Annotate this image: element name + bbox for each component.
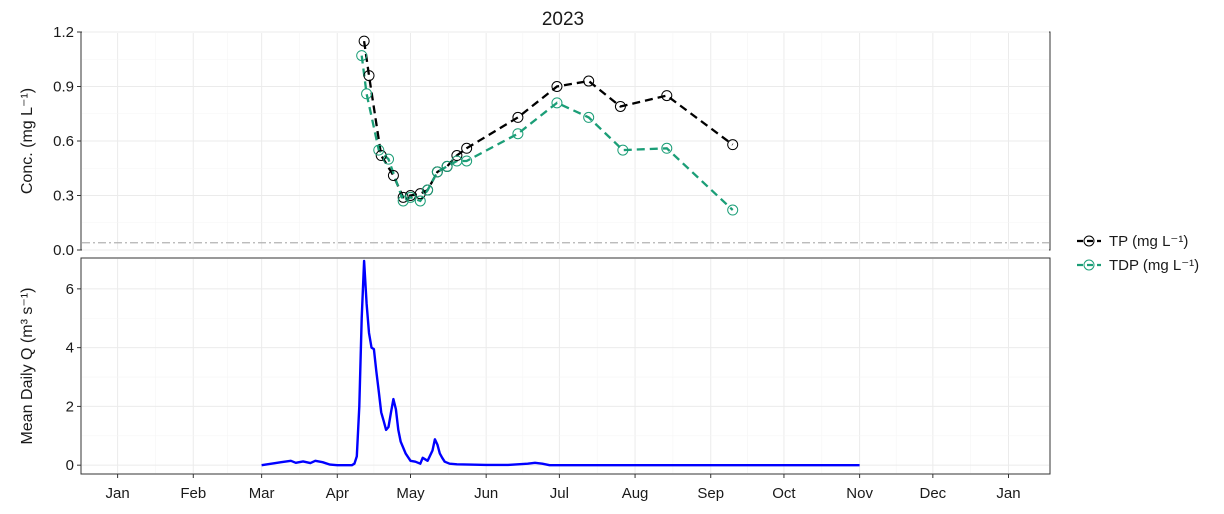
legend-marker-tp: [1083, 235, 1095, 247]
x-tick-label: Aug: [622, 485, 649, 502]
concentration-series: [82, 35, 1049, 244]
x-tick-label: Jun: [474, 485, 498, 502]
tp-point: [614, 100, 626, 112]
concentration-y-axis-title: Conc. (mg L⁻¹): [19, 88, 36, 194]
x-tick-label: Jan: [106, 485, 130, 502]
tp-point: [358, 35, 370, 47]
y-tick-label: 0.6: [53, 133, 74, 150]
legend-label-tp: TP (mg L⁻¹): [1109, 233, 1188, 250]
x-tick-label: Jan: [996, 485, 1020, 502]
concentration-panel: 0.0 0.3 0.6 0.9 1.2: [53, 24, 1051, 259]
y-tick-label: 1.2: [53, 24, 74, 41]
tp-point: [451, 150, 463, 162]
x-tick-label: Apr: [326, 485, 349, 502]
x-tick-label: May: [396, 485, 425, 502]
tp-point: [414, 188, 426, 200]
concentration-y-ticks: 0.0 0.3 0.6 0.9 1.2: [53, 24, 81, 259]
tdp-point: [551, 97, 563, 109]
tdp-point: [617, 144, 629, 156]
legend-label-tdp: TDP (mg L⁻¹): [1109, 257, 1199, 274]
legend-marker-tdp: [1083, 259, 1095, 271]
x-tick-label: Jul: [550, 485, 569, 502]
x-tick-label: Sep: [697, 485, 724, 502]
tp-point: [727, 139, 739, 151]
tdp-point: [373, 144, 385, 156]
tdp-series-line: [360, 55, 734, 211]
tp-point: [397, 191, 409, 203]
discharge-series: [261, 259, 860, 467]
discharge-panel: 0 2 4 6: [66, 257, 1051, 475]
tdp-point: [361, 88, 373, 100]
discharge-series-line: [261, 259, 860, 467]
discharge-y-axis-title: Mean Daily Q (m³ s⁻¹): [19, 288, 36, 445]
discharge-y-ticks: 0 2 4 6: [66, 281, 81, 474]
tdp-point: [356, 50, 368, 62]
tdp-point: [512, 128, 524, 140]
legend-item-tdp: TDP (mg L⁻¹): [1077, 257, 1199, 274]
tp-point: [363, 70, 375, 82]
y-tick-label: 4: [66, 340, 74, 357]
x-tick-label: Mar: [249, 485, 275, 502]
tdp-point: [727, 204, 739, 216]
tdp-point: [441, 160, 453, 172]
tdp-point: [461, 155, 473, 167]
tp-point: [551, 81, 563, 92]
tdp-point: [431, 166, 443, 178]
x-tick-label: Oct: [772, 485, 796, 502]
plot-title: 2023: [542, 9, 584, 30]
tdp-point: [405, 191, 417, 203]
y-tick-label: 2: [66, 398, 74, 415]
x-tick-label: Feb: [180, 485, 206, 502]
y-tick-label: 0: [66, 457, 74, 474]
discharge-panel-border: [80, 257, 1051, 475]
tp-point: [583, 75, 595, 87]
y-tick-label: 0.9: [53, 79, 74, 96]
y-tick-label: 6: [66, 281, 74, 298]
legend: TP (mg L⁻¹) TDP (mg L⁻¹): [1077, 233, 1199, 274]
tdp-point: [397, 195, 409, 207]
y-tick-label: 0.3: [53, 188, 74, 205]
x-axis-ticks: Jan Feb Mar Apr May Jun Jul Aug Sep Oct Nov Dec Jan: [106, 474, 1021, 502]
tdp-point: [583, 111, 595, 123]
x-tick-label: Dec: [919, 485, 946, 502]
legend-item-tp: TP (mg L⁻¹): [1077, 233, 1188, 250]
tp-point: [387, 170, 399, 182]
tdp-point: [383, 153, 395, 165]
y-tick-label: 0.0: [53, 242, 74, 259]
x-tick-label: Nov: [846, 485, 873, 502]
tp-point: [375, 150, 387, 162]
tdp-point: [422, 184, 434, 196]
tp-point: [461, 142, 473, 154]
tdp-point: [414, 195, 426, 207]
concentration-gridlines: [82, 31, 1049, 251]
tdp-point: [661, 142, 673, 154]
tp-point: [661, 90, 673, 102]
tp-point: [512, 111, 524, 123]
